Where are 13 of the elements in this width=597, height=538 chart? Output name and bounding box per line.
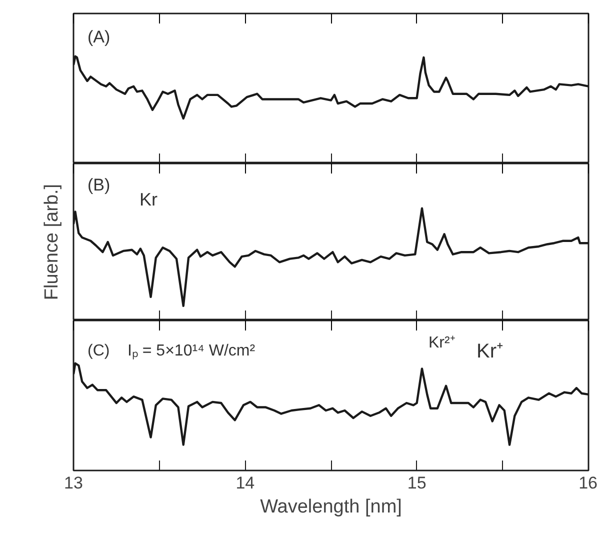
text: Kr²⁺: [428, 334, 455, 352]
x-tick-label: 16: [578, 474, 597, 492]
text: Kr⁺: [476, 340, 504, 362]
x-tick-label: 15: [407, 474, 426, 492]
annotation: Kr: [140, 190, 158, 210]
text: (A): [88, 28, 110, 46]
text: Iₚ = 5×10¹⁴ W/cm²: [128, 342, 256, 360]
text: (B): [88, 176, 110, 194]
y-axis-title: Fluence [arb.]: [42, 184, 62, 300]
x-axis-title: Wavelength [nm]: [260, 496, 402, 518]
x-tick-label: 14: [236, 474, 255, 492]
text: (C): [88, 342, 110, 360]
x-tick-label: 13: [64, 474, 83, 492]
